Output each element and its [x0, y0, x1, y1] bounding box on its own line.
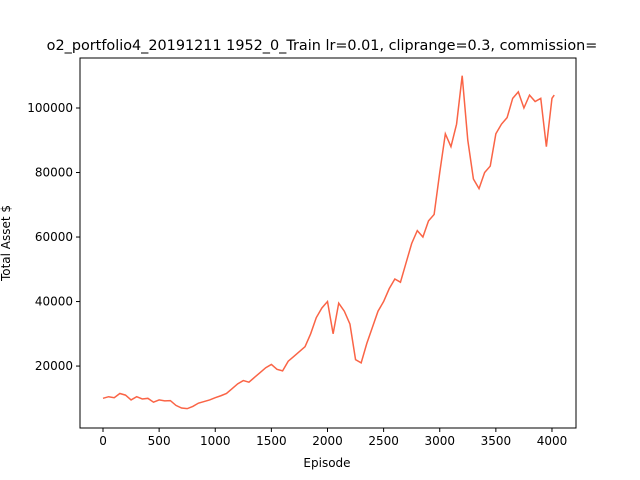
x-tick-label: 2500: [368, 434, 399, 448]
y-axis-label: Total Asset $: [0, 205, 13, 282]
y-tick-label: 40000: [35, 295, 73, 309]
x-axis-label: Episode: [303, 456, 350, 470]
y-tick-label: 60000: [35, 230, 73, 244]
x-tick-label: 0: [99, 434, 107, 448]
x-tick-label: 2000: [312, 434, 343, 448]
x-tick-label: 500: [148, 434, 171, 448]
data-line: [102, 75, 555, 410]
x-tick-label: 3000: [424, 434, 455, 448]
plot-frame: [79, 57, 577, 429]
y-tick-label: 100000: [27, 101, 73, 115]
x-tick-label: 1500: [256, 434, 287, 448]
y-tick-label: 80000: [35, 166, 73, 180]
x-tick-label: 3500: [481, 434, 512, 448]
y-tick-label: 20000: [35, 359, 73, 373]
x-tick-label: 1000: [200, 434, 231, 448]
chart-title: o2_portfolio4_20191211 1952_0_Train lr=0…: [47, 38, 598, 54]
x-tick-label: 4000: [537, 434, 568, 448]
